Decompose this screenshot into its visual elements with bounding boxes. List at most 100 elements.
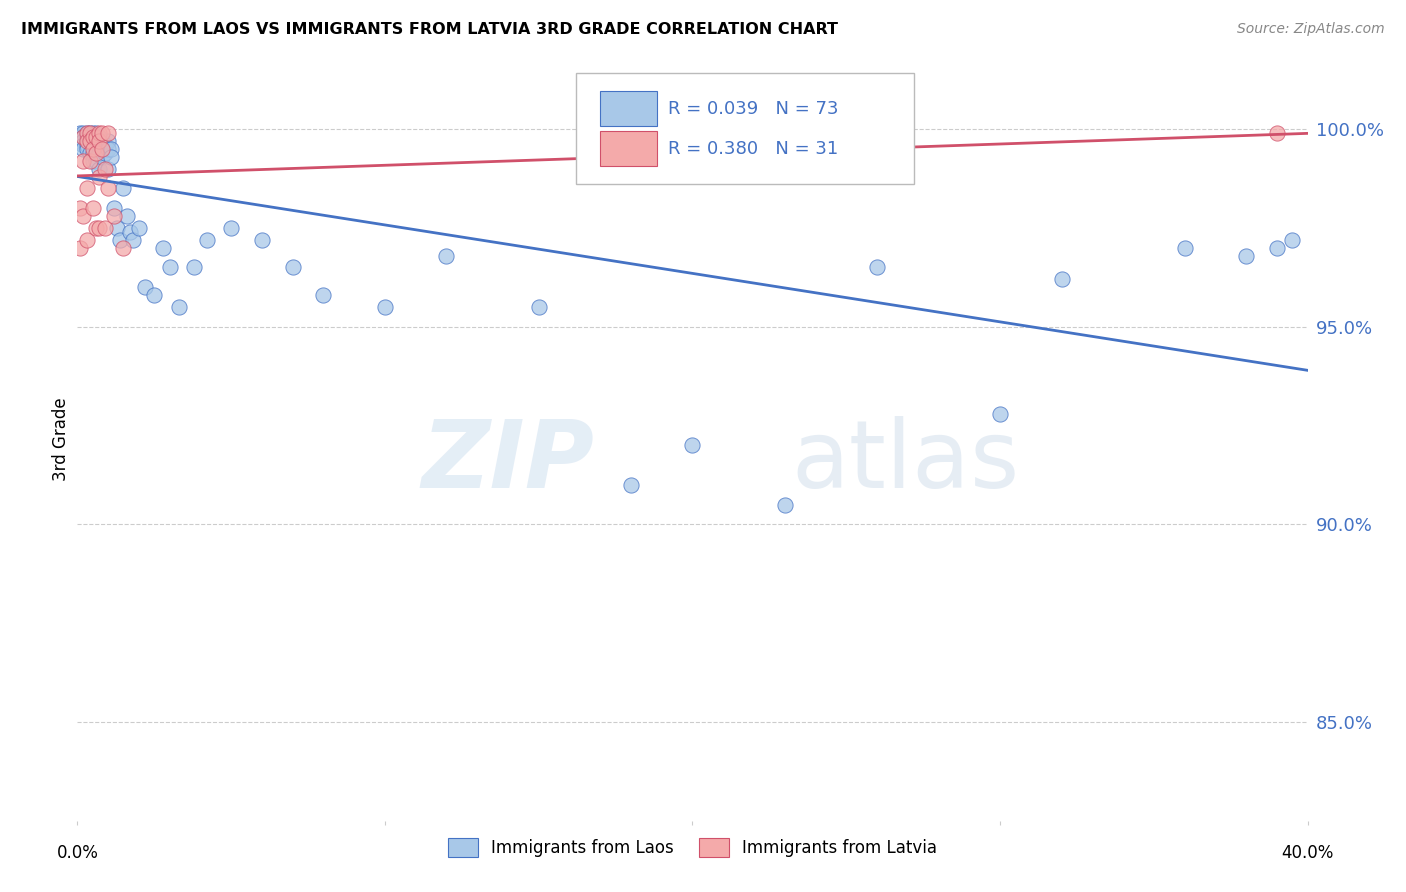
Point bbox=[152, 241, 174, 255]
Point bbox=[100, 142, 122, 156]
Point bbox=[76, 181, 98, 195]
Point bbox=[72, 130, 94, 145]
Point bbox=[121, 233, 143, 247]
Point bbox=[105, 220, 128, 235]
Point bbox=[84, 126, 107, 140]
Point bbox=[97, 142, 120, 156]
Point bbox=[195, 233, 218, 247]
Point bbox=[79, 153, 101, 168]
Point bbox=[866, 260, 889, 275]
Point bbox=[87, 130, 110, 145]
Point bbox=[100, 150, 122, 164]
Point bbox=[94, 161, 117, 176]
Point bbox=[620, 477, 643, 491]
Point bbox=[128, 220, 150, 235]
Point bbox=[103, 209, 125, 223]
Point bbox=[72, 130, 94, 145]
Point bbox=[90, 134, 114, 148]
Point bbox=[79, 126, 101, 140]
Text: 0.0%: 0.0% bbox=[56, 845, 98, 863]
FancyBboxPatch shape bbox=[575, 73, 914, 184]
Point bbox=[69, 134, 91, 148]
Point bbox=[82, 130, 104, 145]
Point bbox=[1281, 233, 1303, 247]
Point bbox=[87, 134, 110, 148]
Point bbox=[103, 201, 125, 215]
Point bbox=[527, 300, 550, 314]
Point bbox=[97, 134, 120, 148]
Point bbox=[69, 130, 91, 145]
Point bbox=[76, 233, 98, 247]
Point bbox=[94, 220, 117, 235]
Point bbox=[76, 130, 98, 145]
Point bbox=[72, 137, 94, 152]
Point bbox=[90, 150, 114, 164]
Point bbox=[82, 137, 104, 152]
Point bbox=[1265, 126, 1288, 140]
Point bbox=[94, 137, 117, 152]
Point bbox=[436, 249, 458, 263]
Point bbox=[988, 407, 1011, 421]
Point bbox=[84, 153, 107, 168]
Point bbox=[69, 201, 91, 215]
Point bbox=[773, 498, 796, 512]
Point bbox=[90, 142, 114, 156]
Point bbox=[82, 126, 104, 140]
Text: 40.0%: 40.0% bbox=[1281, 845, 1334, 863]
Point bbox=[79, 134, 101, 148]
Point bbox=[118, 225, 141, 239]
Point bbox=[90, 126, 114, 140]
Point bbox=[374, 300, 396, 314]
Point bbox=[97, 126, 120, 140]
Point bbox=[87, 126, 110, 140]
Text: Source: ZipAtlas.com: Source: ZipAtlas.com bbox=[1237, 22, 1385, 37]
Point bbox=[112, 241, 135, 255]
FancyBboxPatch shape bbox=[600, 131, 657, 166]
Point bbox=[312, 288, 335, 302]
Point bbox=[94, 145, 117, 160]
Text: ZIP: ZIP bbox=[422, 417, 595, 508]
Point bbox=[1265, 241, 1288, 255]
Point bbox=[250, 233, 273, 247]
Point bbox=[87, 220, 110, 235]
Point bbox=[82, 142, 104, 156]
Point bbox=[87, 169, 110, 184]
Legend: Immigrants from Laos, Immigrants from Latvia: Immigrants from Laos, Immigrants from La… bbox=[440, 830, 945, 866]
Point bbox=[72, 209, 94, 223]
Point bbox=[69, 241, 91, 255]
Point bbox=[97, 181, 120, 195]
Point bbox=[110, 233, 132, 247]
Point bbox=[82, 201, 104, 215]
Point bbox=[72, 153, 94, 168]
Point bbox=[1050, 272, 1073, 286]
Point bbox=[159, 260, 181, 275]
Point bbox=[84, 142, 107, 156]
Point bbox=[82, 145, 104, 160]
Point bbox=[84, 130, 107, 145]
Point bbox=[76, 137, 98, 152]
Point bbox=[84, 130, 107, 145]
Point bbox=[79, 130, 101, 145]
Point bbox=[76, 134, 98, 148]
Point bbox=[76, 126, 98, 140]
Point bbox=[1174, 241, 1197, 255]
Point bbox=[72, 142, 94, 156]
Point bbox=[76, 142, 98, 156]
Point bbox=[84, 145, 107, 160]
Point bbox=[167, 300, 190, 314]
Point bbox=[76, 134, 98, 148]
Point bbox=[97, 161, 120, 176]
Text: IMMIGRANTS FROM LAOS VS IMMIGRANTS FROM LATVIA 3RD GRADE CORRELATION CHART: IMMIGRANTS FROM LAOS VS IMMIGRANTS FROM … bbox=[21, 22, 838, 37]
Point bbox=[87, 137, 110, 152]
Point bbox=[82, 153, 104, 168]
Point bbox=[84, 134, 107, 148]
Text: R = 0.039   N = 73: R = 0.039 N = 73 bbox=[668, 100, 838, 118]
Point bbox=[281, 260, 304, 275]
Point bbox=[115, 209, 138, 223]
Point bbox=[84, 220, 107, 235]
FancyBboxPatch shape bbox=[600, 91, 657, 126]
Point bbox=[69, 126, 91, 140]
Point bbox=[87, 145, 110, 160]
Point bbox=[72, 134, 94, 148]
Point bbox=[1234, 249, 1257, 263]
